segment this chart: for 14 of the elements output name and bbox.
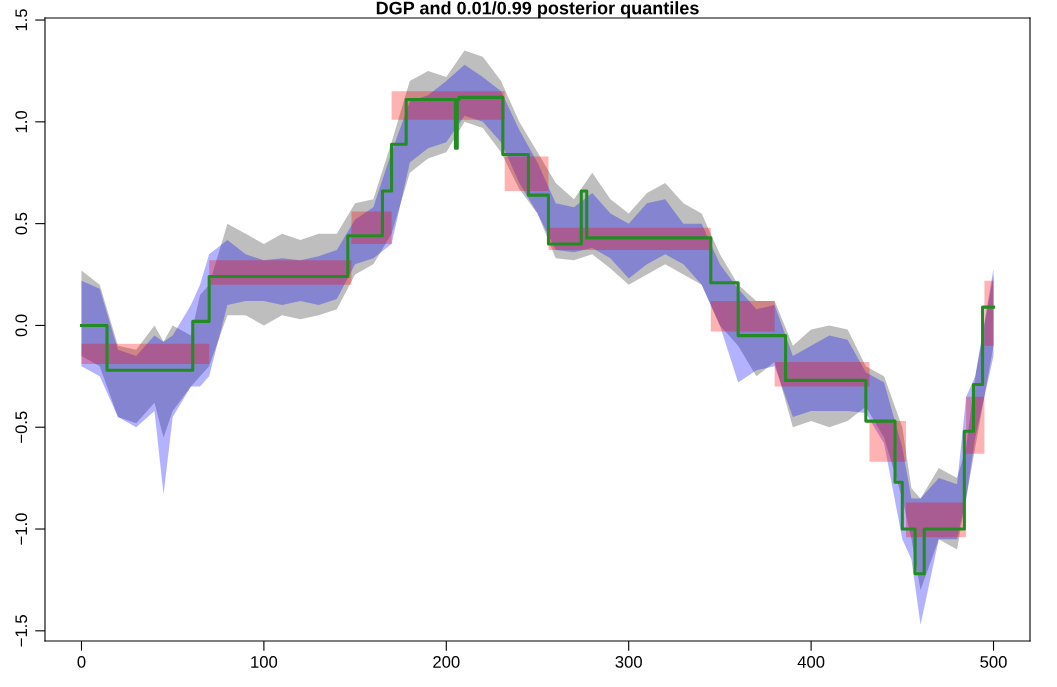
x-tick-label: 0 bbox=[77, 656, 86, 668]
x-tick-label: 400 bbox=[797, 656, 825, 668]
y-tick-label: −1.0 bbox=[15, 513, 28, 545]
x-tick-label: 500 bbox=[980, 656, 1007, 668]
x-tick-label: 100 bbox=[251, 656, 278, 668]
y-tick-label: 0.0 bbox=[15, 314, 28, 337]
x-tick-label: 300 bbox=[615, 656, 642, 668]
y-tick-label: −1.5 bbox=[15, 615, 28, 647]
y-tick-label: 1.5 bbox=[15, 9, 28, 31]
y-tick-label: 1.0 bbox=[15, 110, 28, 133]
chart-title: DGP and 0.01/0.99 posterior quantiles bbox=[376, 1, 699, 18]
y-tick-label: −0.5 bbox=[15, 411, 28, 443]
x-tick-label: 200 bbox=[433, 656, 460, 668]
y-tick-label: 0.5 bbox=[15, 212, 28, 235]
